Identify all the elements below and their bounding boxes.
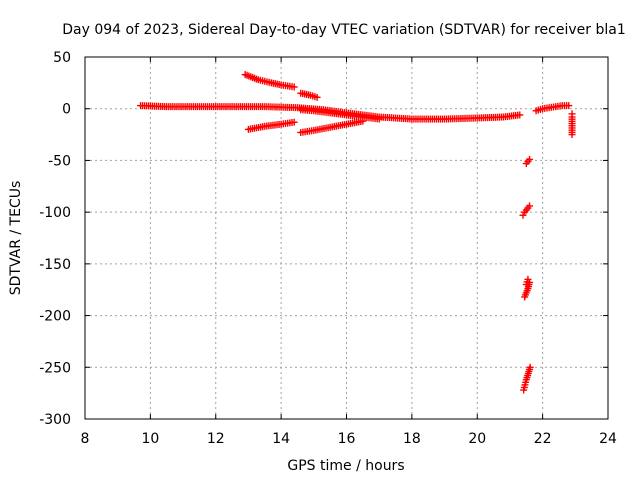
x-tick-label: 18 <box>403 431 421 447</box>
data-point <box>357 118 365 126</box>
y-tick-label: -150 <box>39 257 71 273</box>
x-tick-label: 24 <box>599 431 617 447</box>
data-point <box>265 78 273 86</box>
data-point <box>520 383 528 391</box>
axis-ticks: 8 10 12 14 16 18 20 22 24 -300 -250 -200 -150 -100 -50… <box>39 50 617 447</box>
data-point <box>288 119 296 127</box>
data-point <box>311 93 319 101</box>
data-point <box>324 124 332 132</box>
chart-title: Day 094 of 2023, Sidereal Day-to-day VTE… <box>62 22 625 38</box>
y-axis-label: SDTVAR / TECUs <box>8 181 24 296</box>
y-tick-label: -200 <box>39 309 71 325</box>
x-tick-label: 8 <box>81 431 90 447</box>
data-point <box>275 81 283 89</box>
x-tick-label: 16 <box>338 431 356 447</box>
data-point <box>523 287 531 295</box>
data-point <box>526 155 534 163</box>
y-tick-label: 0 <box>62 102 71 118</box>
data-point <box>308 127 316 135</box>
data-points <box>137 71 576 394</box>
data-point <box>526 202 534 210</box>
data-point <box>536 105 544 113</box>
x-axis-label: GPS time / hours <box>287 458 404 474</box>
y-tick-label: -100 <box>39 205 71 221</box>
data-point <box>521 291 529 299</box>
data-point <box>526 365 534 373</box>
data-point <box>514 111 522 119</box>
x-tick-label: 14 <box>272 431 290 447</box>
data-point <box>340 121 348 129</box>
x-tick-label: 22 <box>534 431 552 447</box>
data-point <box>568 128 576 136</box>
data-point <box>563 102 571 110</box>
data-point <box>373 115 381 123</box>
data-point <box>523 374 531 382</box>
y-tick-label: -300 <box>39 412 71 428</box>
data-point <box>522 378 530 386</box>
data-point <box>305 91 313 99</box>
y-tick-label: 50 <box>53 50 71 66</box>
y-tick-label: -50 <box>48 153 71 169</box>
x-tick-label: 10 <box>141 431 159 447</box>
y-tick-label: -250 <box>39 360 71 376</box>
data-point <box>288 83 296 91</box>
data-point <box>252 75 260 83</box>
x-tick-label: 12 <box>207 431 225 447</box>
data-point <box>523 278 531 286</box>
data-point <box>524 369 532 377</box>
x-tick-label: 20 <box>468 431 486 447</box>
